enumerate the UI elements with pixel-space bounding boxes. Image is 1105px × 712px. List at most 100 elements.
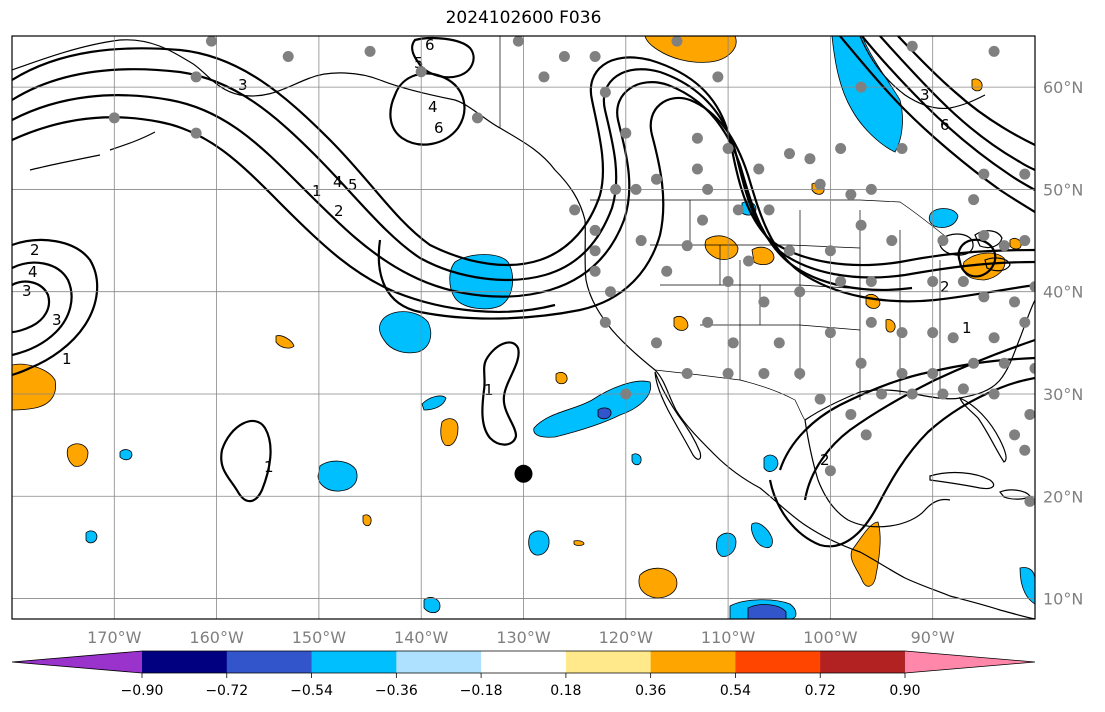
station-point [691, 163, 703, 175]
positive-anomaly-blob [885, 319, 896, 333]
station-point [860, 429, 872, 441]
station-point [471, 112, 483, 124]
station-point [1019, 235, 1031, 247]
station-point [604, 286, 616, 298]
lat-tick-label: 20°N [1043, 487, 1083, 506]
lat-tick-label: 30°N [1043, 385, 1083, 404]
station-point [937, 235, 949, 247]
negative-anomaly-blob [751, 522, 773, 549]
island-chain [29, 131, 156, 171]
lat-tick-label: 50°N [1043, 180, 1083, 199]
station-point [1009, 296, 1021, 308]
contour-line [897, 36, 1035, 146]
us-mexico-border [654, 369, 806, 421]
strong-negative-anomaly [747, 604, 787, 619]
station-point [1019, 316, 1031, 328]
station-point [855, 81, 867, 93]
station-point [978, 229, 990, 241]
colorbar [11, 650, 1036, 674]
lon-tick-label: 170°W [87, 628, 142, 647]
baja-coast [654, 371, 702, 460]
negative-anomaly-blob [528, 530, 550, 556]
station-point [783, 245, 795, 257]
colorbar-bin [735, 651, 821, 673]
longitude-labels: 170°W 160°W 150°W 140°W 130°W 120°W 110°W 100°W… [87, 628, 955, 647]
station-point [753, 163, 765, 175]
colorbar-extend-min [12, 651, 142, 673]
positive-anomaly-blob [573, 540, 585, 546]
station-point [865, 316, 877, 328]
negative-anomaly-blob [631, 453, 642, 466]
station-point [650, 173, 662, 185]
station-point [661, 265, 673, 277]
station-point [681, 240, 693, 252]
station-point [876, 388, 888, 400]
colorbar-labels: −0.90 −0.72 −0.54 −0.36 −0.18 0.18 0.36 0.54 0.7… [121, 673, 921, 699]
canada-us-border [590, 199, 946, 237]
station-point [1024, 408, 1035, 420]
colorbar-bin [565, 651, 652, 673]
station-point [988, 332, 1000, 344]
contour-line [839, 36, 1035, 213]
station-point [988, 45, 1000, 57]
station-point [697, 214, 709, 226]
contour-label: 6 [434, 119, 444, 137]
station-point [727, 337, 739, 349]
florida [958, 396, 1007, 463]
station-point [865, 183, 877, 195]
negative-anomaly-blob [119, 449, 133, 461]
contour-label: 5 [348, 176, 358, 194]
lon-tick-label: 110°W [701, 628, 756, 647]
station-point [998, 357, 1010, 369]
contour-label: 3 [920, 86, 930, 104]
positive-anomaly-blob [275, 335, 295, 349]
station-point [599, 316, 611, 328]
contour-label: 1 [962, 319, 972, 337]
station-point [957, 383, 969, 395]
station-point [896, 143, 908, 155]
colorbar-tick-label: −0.90 [121, 683, 164, 699]
station-point [968, 357, 980, 369]
colorbar-bin [820, 651, 906, 673]
lon-tick-label: 120°W [599, 628, 654, 647]
station-point [978, 291, 990, 303]
station-point [835, 275, 847, 287]
station-point [681, 368, 693, 380]
contour-line [12, 238, 99, 377]
station-point [758, 296, 770, 308]
station-point [947, 332, 959, 344]
contour-label: 6 [940, 116, 950, 134]
positive-anomaly-blob [971, 78, 983, 92]
contour-line [778, 356, 1035, 471]
station-point [824, 245, 836, 257]
colorbar-bin [396, 651, 482, 673]
station-point [610, 183, 622, 195]
station-point [635, 235, 647, 247]
station-point [978, 168, 990, 180]
station-point [190, 71, 202, 83]
station-point [589, 245, 601, 257]
station-point [814, 393, 826, 405]
contour-label: 2 [820, 451, 830, 469]
station-point [1029, 362, 1035, 374]
negative-anomaly-blob [449, 254, 514, 310]
colorbar-tick-label: 0.72 [805, 683, 836, 699]
station-point [722, 275, 734, 287]
colorbar-bin [650, 651, 736, 673]
lat-tick-label: 10°N [1043, 590, 1083, 609]
positive-anomaly-blob [66, 443, 89, 467]
positive-anomaly-blob [440, 418, 459, 447]
station-point [589, 50, 601, 62]
station-point [702, 316, 714, 328]
station-point [650, 337, 662, 349]
station-point [886, 235, 898, 247]
station-point [1019, 168, 1031, 180]
station-point [599, 86, 611, 98]
station-point [927, 275, 939, 287]
colorbar-tick-label: 0.90 [889, 683, 920, 699]
contour-line [220, 419, 272, 503]
station-point [743, 255, 755, 267]
station-point [855, 357, 867, 369]
station-point [794, 368, 806, 380]
mexico-east-coast [804, 419, 951, 528]
